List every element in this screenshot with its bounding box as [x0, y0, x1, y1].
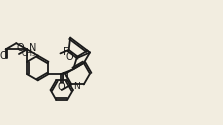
Text: F: F [63, 47, 69, 57]
Text: O: O [0, 51, 7, 61]
Text: O: O [57, 82, 65, 92]
Text: CH₃: CH₃ [22, 48, 36, 58]
Text: O: O [17, 43, 24, 53]
Text: N: N [61, 72, 68, 81]
Text: N: N [29, 43, 36, 53]
Text: O: O [65, 52, 73, 62]
Text: N: N [73, 82, 80, 91]
